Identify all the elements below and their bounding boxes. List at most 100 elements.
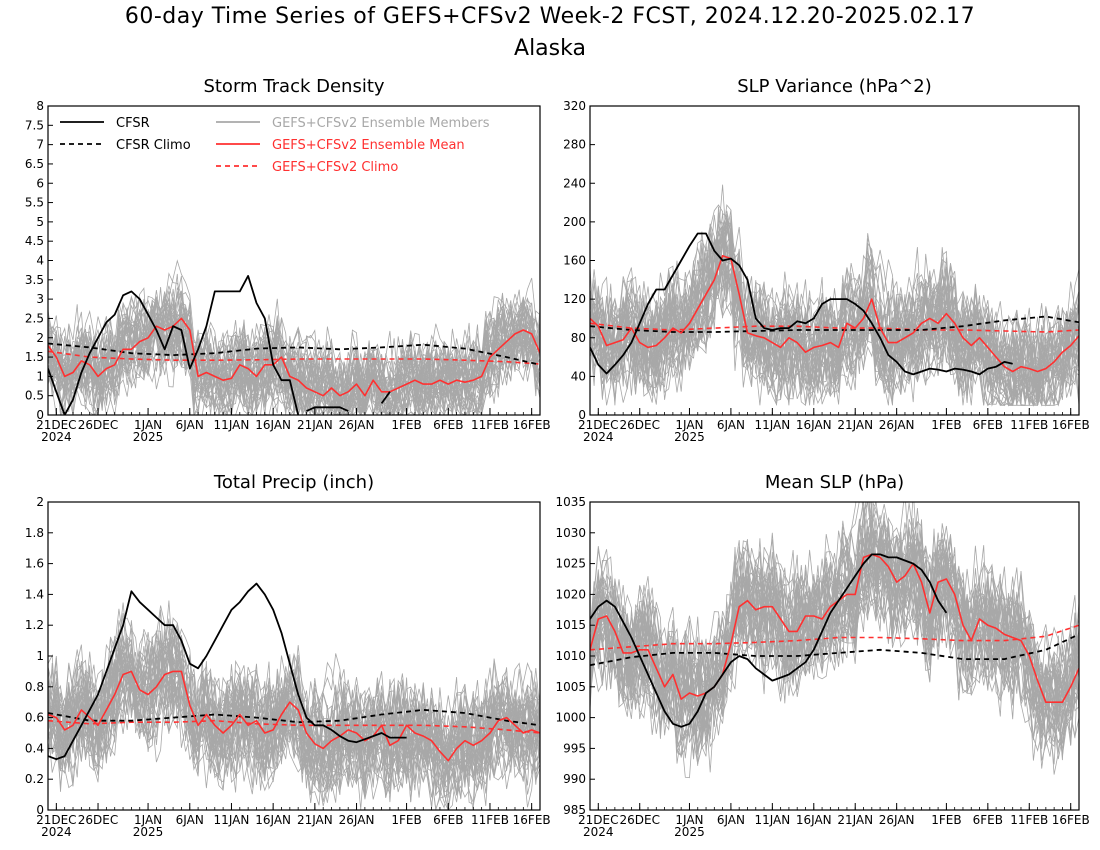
x-tick-label: 26JAN	[339, 813, 375, 827]
x-tick-label: 16JAN	[796, 418, 832, 432]
y-tick-label: 5.5	[25, 196, 44, 210]
x-tick-label: 26DEC	[619, 418, 659, 432]
cfsr-line	[306, 406, 349, 412]
legend-label-cfsr: CFSR	[116, 116, 150, 131]
member-line	[48, 628, 540, 787]
cfsr-line	[380, 391, 391, 404]
member-line	[590, 226, 1079, 407]
x-tick-label: 11FEB	[1010, 813, 1048, 827]
cfsr-line	[48, 582, 407, 761]
member-line	[48, 307, 540, 415]
x-tick-label: 16JAN	[255, 418, 291, 432]
panel-4: Mean SLP (hPa) 985 990 995 1000 1005 1010 1015 1…	[555, 472, 1090, 839]
ens-mean-line	[590, 553, 1079, 704]
x-tick-label: 26DEC	[619, 813, 659, 827]
member-line	[590, 537, 1079, 749]
y-tick-label: 4	[36, 254, 44, 268]
ens-mean-line	[48, 317, 540, 397]
x-tick-label: 1FEB	[931, 418, 961, 432]
member-line	[590, 520, 1079, 759]
x-tick-label: 16JAN	[796, 813, 832, 827]
ens-mean-line	[590, 254, 1079, 373]
x-tick-label: 21DEC	[578, 418, 618, 432]
x-tick-label: 26JAN	[879, 418, 915, 432]
cfsr-climo-line	[590, 633, 1079, 667]
x-tick-label: 1JAN	[675, 813, 703, 827]
legend-label-cfsr_climo: CFSR Climo	[116, 138, 191, 153]
member-line	[590, 220, 1079, 407]
y-tick-label: 1.4	[25, 587, 44, 601]
y-tick-label: 40	[571, 369, 586, 383]
x-tick-label: 11FEB	[471, 418, 509, 432]
y-tick-label: 8	[36, 99, 44, 113]
y-tick-label: 0	[578, 408, 586, 422]
x-tick-label: 21JAN	[837, 813, 873, 827]
y-tick-label: 80	[571, 331, 586, 345]
y-tick-label: 320	[563, 99, 586, 113]
y-tick-label: 160	[563, 254, 586, 268]
x-tick-label: 11JAN	[754, 813, 790, 827]
x-tick-year: 2024	[583, 825, 614, 839]
x-tick-label: 26JAN	[339, 418, 375, 432]
y-tick-label: 995	[563, 741, 586, 755]
y-tick-label: 200	[563, 215, 586, 229]
x-tick-label: 6FEB	[973, 418, 1003, 432]
cfsr-climo-line	[48, 342, 540, 366]
member-line	[48, 622, 540, 810]
member-line	[590, 204, 1079, 406]
cfsr-line	[590, 232, 1013, 376]
y-tick-label: 0	[36, 803, 44, 817]
member-line	[590, 239, 1079, 388]
legend: CFSR CFSR Climo GEFS+CFSv2 Ensemble Member…	[60, 116, 490, 175]
x-tick-label: 21DEC	[578, 813, 618, 827]
ensemble-members	[590, 184, 1079, 407]
y-tick-label: 0.8	[25, 680, 44, 694]
y-tick-label: 3.5	[25, 273, 44, 287]
ensemble-members	[590, 502, 1079, 779]
x-tick-year: 2025	[133, 825, 164, 839]
ens-climo-line	[48, 350, 540, 365]
x-tick-label: 21JAN	[297, 813, 333, 827]
plot-area	[48, 582, 540, 810]
panel-3: Total Precip (inch) 0 0.2 0.4 0.6 0.8 1 1.2 1.4 1…	[25, 472, 551, 839]
x-tick-label: 1JAN	[675, 418, 703, 432]
y-tick-label: 0.4	[25, 741, 44, 755]
member-line	[48, 277, 540, 415]
x-tick-label: 11JAN	[214, 813, 250, 827]
x-tick-year: 2024	[583, 430, 614, 444]
member-line	[48, 658, 540, 783]
ens-climo-line	[48, 719, 540, 734]
x-tick-year: 2025	[133, 430, 164, 444]
x-tick-label: 6FEB	[973, 813, 1003, 827]
member-line	[590, 248, 1079, 407]
y-tick-label: 2	[36, 495, 44, 509]
plot-area	[590, 502, 1079, 779]
x-tick-label: 16FEB	[513, 418, 551, 432]
x-tick-label: 11FEB	[1010, 418, 1048, 432]
x-tick-label: 6JAN	[176, 813, 204, 827]
panel-title: SLP Variance (hPa^2)	[737, 76, 932, 97]
member-line	[590, 522, 1079, 735]
member-line	[48, 301, 540, 415]
x-tick-label: 6JAN	[176, 418, 204, 432]
x-tick-label: 16FEB	[1052, 813, 1090, 827]
member-line	[590, 535, 1079, 743]
x-tick-year: 2025	[674, 430, 705, 444]
y-tick-label: 985	[563, 803, 586, 817]
y-tick-label: 120	[563, 292, 586, 306]
y-tick-label: 6	[36, 176, 44, 190]
member-line	[590, 515, 1079, 750]
y-tick-label: 1005	[555, 680, 586, 694]
y-tick-label: 2	[36, 331, 44, 345]
cfsr-line	[590, 553, 948, 728]
ens-climo-line	[590, 624, 1079, 651]
y-tick-label: 1010	[555, 649, 586, 663]
member-line	[590, 223, 1079, 406]
member-line	[48, 295, 540, 415]
plot-area	[590, 184, 1079, 407]
x-tick-label: 6JAN	[717, 418, 745, 432]
cfsr-climo-line	[590, 315, 1079, 333]
plot-area	[48, 259, 540, 415]
member-line	[590, 503, 1079, 752]
